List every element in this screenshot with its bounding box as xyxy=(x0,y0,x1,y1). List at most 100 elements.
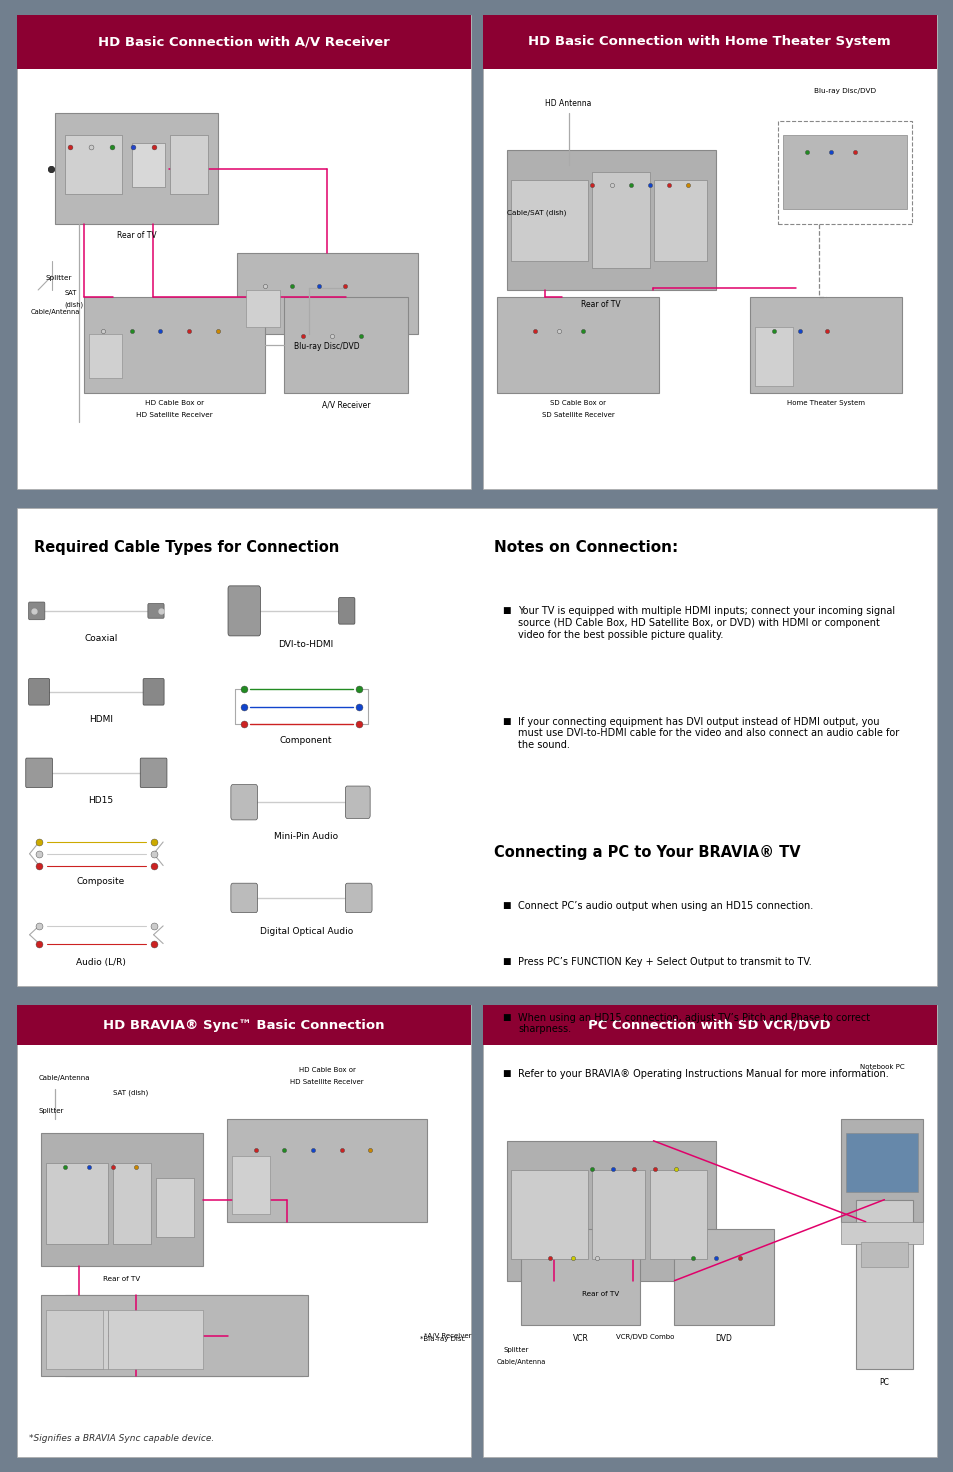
Text: Audio (L/R): Audio (L/R) xyxy=(76,958,126,967)
FancyBboxPatch shape xyxy=(17,1005,471,1045)
FancyBboxPatch shape xyxy=(236,253,417,334)
Text: VCR: VCR xyxy=(572,1334,588,1342)
Text: Refer to your BRAVIA® Operating Instructions Manual for more information.: Refer to your BRAVIA® Operating Instruct… xyxy=(517,1069,888,1079)
FancyBboxPatch shape xyxy=(506,150,716,290)
Text: Splitter: Splitter xyxy=(38,1108,64,1114)
Text: SAT (dish): SAT (dish) xyxy=(112,1089,148,1095)
Text: HD Satellite Receiver: HD Satellite Receiver xyxy=(290,1079,364,1085)
Text: If your connecting equipment has DVI output instead of HDMI output, you
must use: If your connecting equipment has DVI out… xyxy=(517,717,899,751)
Text: Your TV is equipped with multiple HDMI inputs; connect your incoming signal
sour: Your TV is equipped with multiple HDMI i… xyxy=(517,606,894,640)
Text: *Blu-ray Disc: *Blu-ray Disc xyxy=(419,1337,465,1342)
FancyBboxPatch shape xyxy=(148,604,164,618)
FancyBboxPatch shape xyxy=(55,113,217,224)
Text: PC Connection with SD VCR/DVD: PC Connection with SD VCR/DVD xyxy=(588,1019,830,1032)
FancyBboxPatch shape xyxy=(284,297,408,393)
FancyBboxPatch shape xyxy=(845,1133,917,1192)
Text: Home Theater System: Home Theater System xyxy=(786,400,864,406)
FancyBboxPatch shape xyxy=(17,15,471,489)
Text: Notebook PC: Notebook PC xyxy=(859,1064,903,1070)
Text: HD Satellite Receiver: HD Satellite Receiver xyxy=(136,412,213,418)
FancyBboxPatch shape xyxy=(140,758,167,788)
FancyBboxPatch shape xyxy=(855,1200,912,1369)
Text: SD Cable Box or: SD Cable Box or xyxy=(550,400,605,406)
Text: Cable/Antenna: Cable/Antenna xyxy=(497,1359,546,1365)
FancyBboxPatch shape xyxy=(482,1005,936,1045)
FancyBboxPatch shape xyxy=(592,1170,644,1259)
Text: Required Cable Types for Connection: Required Cable Types for Connection xyxy=(34,540,339,555)
Text: Splitter: Splitter xyxy=(46,275,72,281)
FancyBboxPatch shape xyxy=(84,297,265,393)
Text: SAT: SAT xyxy=(65,290,77,296)
FancyBboxPatch shape xyxy=(482,15,936,69)
FancyBboxPatch shape xyxy=(29,679,50,705)
Text: ■: ■ xyxy=(501,606,510,615)
Text: Splitter: Splitter xyxy=(503,1347,529,1353)
Text: ■: ■ xyxy=(501,901,510,910)
Text: Cable/Antenna: Cable/Antenna xyxy=(38,1075,90,1080)
Text: When using an HD15 connection, adjust TV’s Pitch and Phase to correct
sharpness.: When using an HD15 connection, adjust TV… xyxy=(517,1013,869,1035)
FancyBboxPatch shape xyxy=(70,1310,108,1369)
Text: Connecting a PC to Your BRAVIA® TV: Connecting a PC to Your BRAVIA® TV xyxy=(494,845,800,860)
FancyBboxPatch shape xyxy=(860,1242,907,1267)
FancyBboxPatch shape xyxy=(782,135,906,209)
Text: HD Basic Connection with Home Theater System: HD Basic Connection with Home Theater Sy… xyxy=(528,35,890,49)
FancyBboxPatch shape xyxy=(41,1133,203,1266)
Text: DVD: DVD xyxy=(715,1334,731,1342)
Text: ■: ■ xyxy=(501,717,510,726)
FancyBboxPatch shape xyxy=(520,1229,639,1325)
FancyBboxPatch shape xyxy=(482,15,936,489)
FancyBboxPatch shape xyxy=(112,1163,151,1244)
Text: ■: ■ xyxy=(501,1069,510,1078)
FancyBboxPatch shape xyxy=(246,290,279,327)
FancyBboxPatch shape xyxy=(228,586,260,636)
Text: Connect PC’s audio output when using an HD15 connection.: Connect PC’s audio output when using an … xyxy=(517,901,812,911)
FancyBboxPatch shape xyxy=(673,1229,773,1325)
Text: Rear of TV: Rear of TV xyxy=(116,231,156,240)
FancyBboxPatch shape xyxy=(65,135,122,194)
Text: Press PC’s FUNCTION Key + Select Output to transmit to TV.: Press PC’s FUNCTION Key + Select Output … xyxy=(517,957,811,967)
FancyBboxPatch shape xyxy=(482,1005,936,1457)
FancyBboxPatch shape xyxy=(26,758,52,788)
FancyBboxPatch shape xyxy=(754,327,792,386)
FancyBboxPatch shape xyxy=(46,1163,108,1244)
FancyBboxPatch shape xyxy=(654,180,706,261)
FancyBboxPatch shape xyxy=(511,1170,587,1259)
Text: Rear of TV: Rear of TV xyxy=(580,300,620,309)
Text: HD BRAVIA® Sync™ Basic Connection: HD BRAVIA® Sync™ Basic Connection xyxy=(103,1019,385,1032)
FancyBboxPatch shape xyxy=(649,1170,706,1259)
Text: HDMI: HDMI xyxy=(89,715,113,724)
Text: ■: ■ xyxy=(501,957,510,966)
Text: *A/V Receiver: *A/V Receiver xyxy=(423,1334,471,1340)
Text: Component: Component xyxy=(279,736,333,745)
Text: Blu-ray Disc/DVD: Blu-ray Disc/DVD xyxy=(294,342,359,350)
FancyBboxPatch shape xyxy=(17,508,936,986)
Text: HD Cable Box or: HD Cable Box or xyxy=(298,1067,355,1073)
FancyBboxPatch shape xyxy=(132,143,165,187)
FancyBboxPatch shape xyxy=(17,1005,471,1457)
FancyBboxPatch shape xyxy=(108,1310,203,1369)
FancyBboxPatch shape xyxy=(41,1295,308,1376)
Text: Coaxial: Coaxial xyxy=(85,634,117,643)
FancyBboxPatch shape xyxy=(155,1178,193,1236)
FancyBboxPatch shape xyxy=(89,334,122,378)
Text: SD Satellite Receiver: SD Satellite Receiver xyxy=(541,412,614,418)
Text: *Signifies a BRAVIA Sync capable device.: *Signifies a BRAVIA Sync capable device. xyxy=(29,1434,213,1443)
FancyBboxPatch shape xyxy=(511,180,587,261)
Text: HD Cable Box or: HD Cable Box or xyxy=(145,400,204,406)
Text: PC: PC xyxy=(879,1378,888,1387)
Circle shape xyxy=(177,1319,200,1354)
FancyBboxPatch shape xyxy=(227,1119,427,1222)
Text: VCR/DVD Combo: VCR/DVD Combo xyxy=(615,1334,674,1340)
Text: DVI-to-HDMI: DVI-to-HDMI xyxy=(278,640,334,649)
FancyBboxPatch shape xyxy=(345,883,372,913)
FancyBboxPatch shape xyxy=(778,121,911,224)
FancyBboxPatch shape xyxy=(231,785,257,820)
FancyBboxPatch shape xyxy=(338,598,355,624)
FancyBboxPatch shape xyxy=(65,1295,303,1376)
Text: Notes on Connection:: Notes on Connection: xyxy=(494,540,678,555)
FancyBboxPatch shape xyxy=(46,1310,103,1369)
Text: Digital Optical Audio: Digital Optical Audio xyxy=(259,927,353,936)
FancyBboxPatch shape xyxy=(592,172,649,268)
FancyBboxPatch shape xyxy=(170,135,208,194)
FancyBboxPatch shape xyxy=(143,679,164,705)
